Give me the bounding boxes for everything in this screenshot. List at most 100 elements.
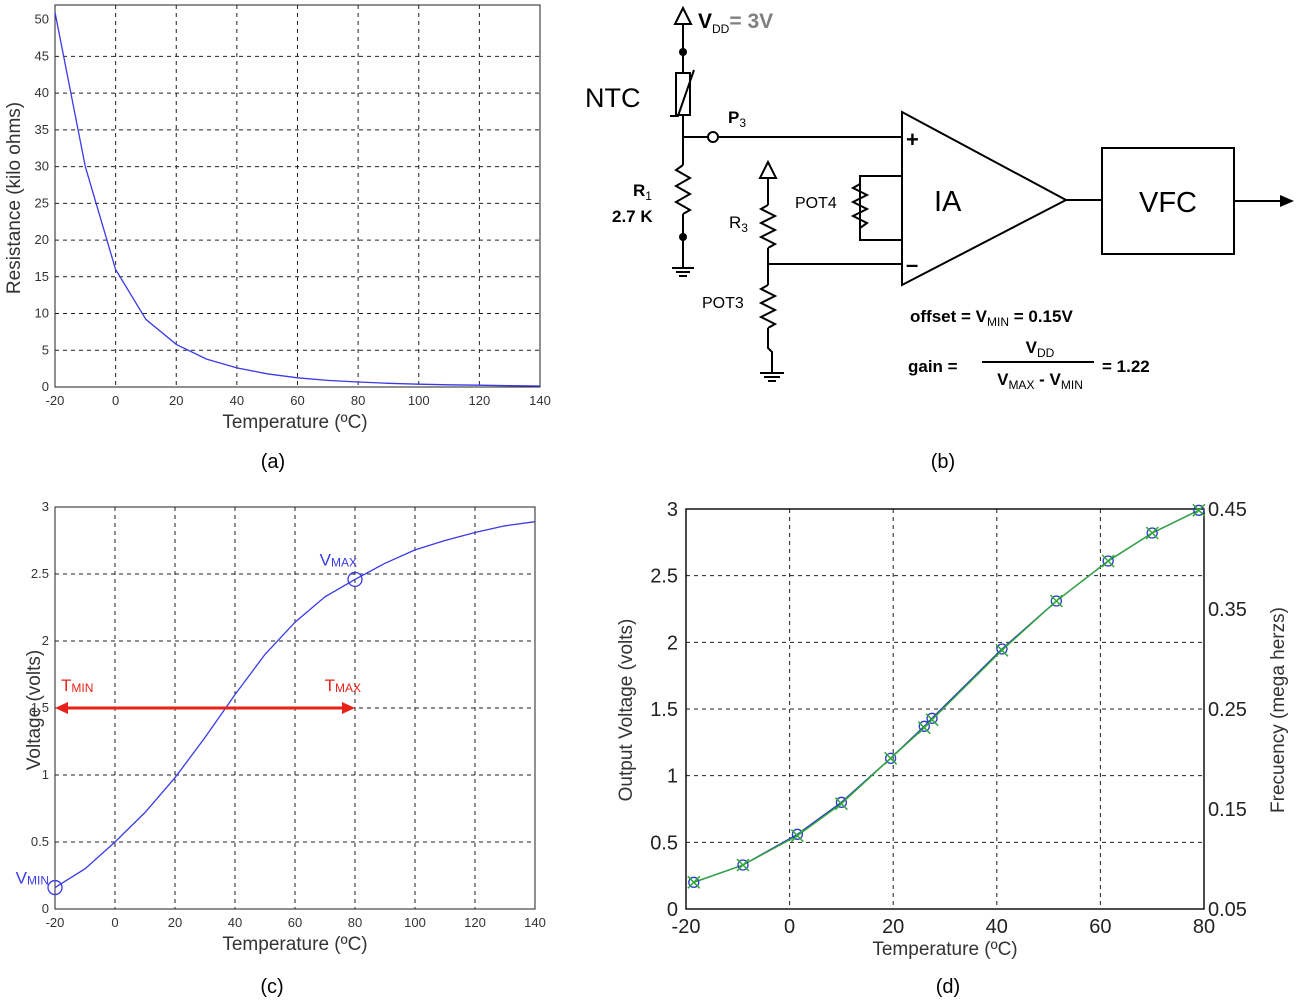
y-tick-label: 35	[35, 122, 49, 137]
chart-c: -20 0 20 40 60 80 100 120 140 00.511.522.53 VMIN…	[16, 499, 546, 998]
arrow-head-right	[342, 702, 355, 714]
r1-value: 2.7 K	[612, 207, 653, 226]
chart-a: -20 0 20 40 60 80 100 120 140 051015202530354045…	[4, 4, 551, 473]
ia-minus-sign: –	[906, 252, 918, 277]
ground-symbol-2	[760, 372, 784, 382]
chart-d-markers	[687, 503, 1206, 889]
ntc-thermistor	[675, 72, 691, 116]
output-arrow-icon	[1280, 195, 1294, 207]
x-tick-label: 0	[112, 393, 119, 408]
y-tick-label: 50	[35, 12, 49, 27]
chart-d-x-ticks: -20 0 20 40 60 80	[672, 916, 1216, 938]
r1-label: R1	[633, 181, 652, 203]
pot3-resistor	[758, 284, 778, 329]
frequency-point	[884, 751, 898, 765]
x-tick-label: 40	[986, 916, 1008, 938]
y-tick-label: 1	[667, 766, 678, 788]
x-tick-label: 20	[169, 393, 183, 408]
r1-resistor	[673, 164, 693, 215]
vmax-label: VMAX	[320, 550, 357, 569]
ia-plus-sign: +	[906, 127, 919, 152]
ia-label: IA	[934, 186, 962, 218]
x-tick-label: 20	[882, 916, 904, 938]
voltage-point	[835, 796, 848, 808]
x-tick-label: -20	[672, 916, 701, 938]
voltage-point	[1050, 595, 1063, 607]
x-tick-label: 80	[351, 393, 365, 408]
ntc-label: NTC	[585, 83, 641, 113]
chart-d-y2-ticks: 0.05 0.15 0.25 0.35 0.45	[1208, 499, 1247, 921]
x-tick-label: 100	[404, 915, 426, 930]
x-tick-label: 0	[111, 915, 118, 930]
y-tick-label: 20	[35, 232, 49, 247]
voltage-point	[1102, 555, 1114, 567]
pot3-label: POT3	[702, 295, 744, 312]
x-tick-label: -20	[46, 393, 65, 408]
voltage-point	[918, 720, 930, 732]
x-tick-label: 0	[784, 916, 795, 938]
vfc-label: VFC	[1139, 187, 1197, 219]
y-tick-label: 0	[42, 901, 49, 916]
y-tick-label: 0.5	[31, 834, 49, 849]
y-tick-label: 2	[42, 633, 49, 648]
y-tick-label: 0	[667, 899, 678, 921]
frequency-point	[1101, 554, 1115, 568]
chart-a-ylabel: Resistance (kilo ohms)	[4, 102, 25, 294]
voltage-point	[791, 828, 804, 840]
chart-a-series-line	[54, 12, 541, 387]
gain-value: = 1.22	[1102, 357, 1150, 376]
chart-c-y-ticks: 0 0.5 1 1.5 2 2.5 3	[31, 499, 49, 916]
chart-a-x-ticks: -20 0 20 40 60 80 100 120 140	[46, 393, 551, 408]
pot4-label: POT4	[795, 195, 837, 212]
x-tick-label: 140	[524, 915, 546, 930]
circuit-diagram: VDD= 3V NTC P3 R1 2.7 K R3 POT3	[585, 5, 1294, 473]
p3-label: P3	[728, 108, 746, 130]
panel-label-d: (d)	[936, 976, 960, 998]
chart-d-grid	[686, 509, 1204, 909]
chart-d-xlabel: Temperature (ºC)	[872, 939, 1017, 960]
y2-tick-label: 0.25	[1208, 699, 1247, 721]
vdd-label: VDD= 3V	[698, 10, 773, 36]
y-tick-label: 45	[35, 48, 49, 63]
chart-d-y-ticks: 0 0.5 1 1.5 2 2.5 3	[650, 499, 678, 921]
gain-numerator: VDD	[1026, 338, 1055, 360]
frequency-point	[834, 797, 848, 811]
frequency-point	[1049, 594, 1063, 608]
r3-resistor	[758, 204, 778, 249]
y2-tick-label: 0.15	[1208, 799, 1247, 821]
frequency-point	[995, 643, 1009, 657]
y-tick-label: 0	[42, 379, 49, 394]
chart-c-ylabel: Voltage (volts)	[24, 650, 45, 770]
y-tick-label: 15	[35, 269, 49, 284]
frequency-point	[1192, 503, 1206, 517]
y-tick-label: 1	[42, 767, 49, 782]
vdd-supply-symbol	[673, 5, 693, 25]
arrow-head-left	[55, 702, 68, 714]
chart-d-frame	[685, 508, 1205, 910]
y-tick-label: 25	[35, 195, 49, 210]
chart-c-series-line	[54, 521, 536, 889]
vfc-block	[1101, 147, 1235, 255]
chart-a-frame	[54, 4, 541, 388]
ground-symbol-1	[672, 267, 694, 277]
y-tick-label: 2.5	[31, 566, 49, 581]
frequency-point	[790, 829, 804, 843]
x-tick-label: 60	[1089, 916, 1111, 938]
panel-label-c: (c)	[260, 976, 283, 998]
vdd-node	[679, 48, 687, 56]
tmin-label: TMIN	[61, 676, 93, 695]
frequency-point	[1145, 526, 1159, 540]
pot4-resistor	[850, 183, 870, 229]
panel-label-b: (b)	[931, 451, 955, 473]
vmin-label: VMIN	[16, 869, 49, 888]
y-tick-label: 1.5	[650, 699, 678, 721]
pot3-ground-wire	[767, 328, 773, 372]
p3-node	[707, 131, 719, 143]
chart-c-x-ticks: -20 0 20 40 60 80 100 120 140	[46, 915, 546, 930]
r1-node	[679, 233, 687, 241]
y-tick-label: 2	[667, 632, 678, 654]
voltage-point	[688, 876, 700, 888]
y-tick-label: 0.5	[650, 832, 678, 854]
r3-supply-symbol	[758, 159, 778, 179]
y-tick-label: 3	[667, 499, 678, 521]
